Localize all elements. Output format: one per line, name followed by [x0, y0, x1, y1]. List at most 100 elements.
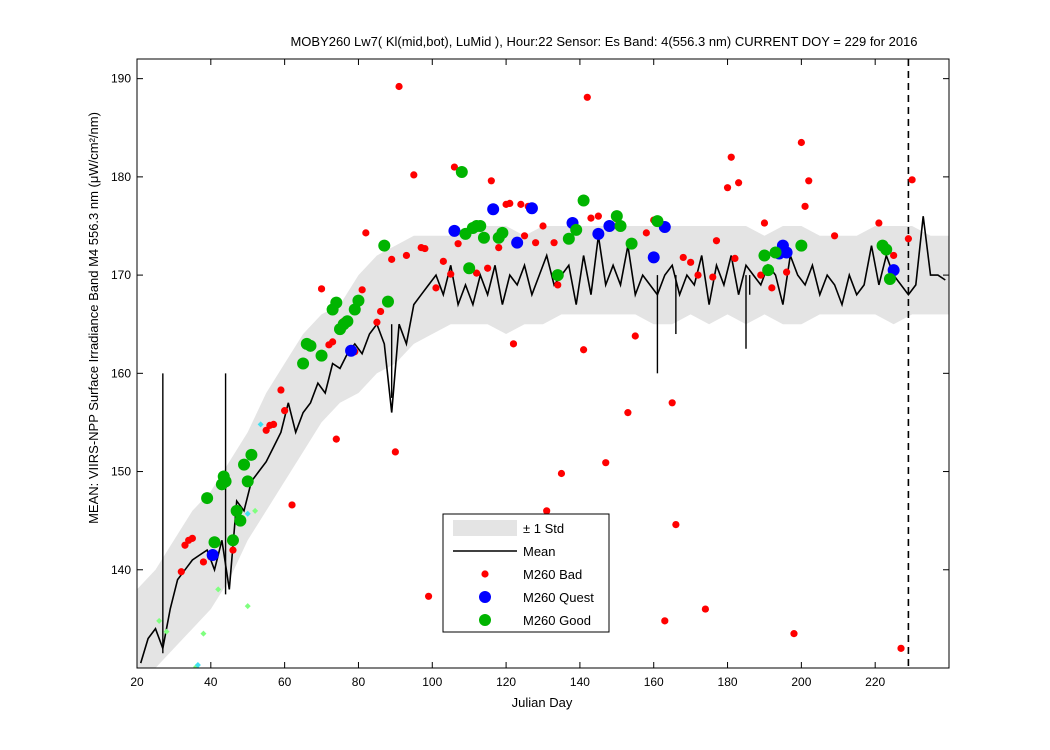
axes-box — [136, 58, 950, 669]
data-point — [377, 307, 385, 316]
data-point — [463, 262, 476, 275]
legend-swatch-marker — [479, 614, 491, 626]
legend-label: M260 Good — [523, 613, 591, 628]
data-point — [570, 223, 583, 236]
data-point — [329, 338, 337, 346]
data-point — [731, 254, 739, 262]
data-point — [760, 219, 769, 227]
data-point — [543, 507, 551, 515]
legend-label: M260 Quest — [523, 590, 594, 605]
x-tick-label: 40 — [204, 675, 218, 689]
x-tick-label: 220 — [865, 675, 885, 689]
data-point — [163, 628, 170, 635]
x-tick-label: 160 — [644, 675, 664, 689]
data-point — [532, 239, 540, 247]
data-point — [495, 243, 503, 252]
data-point — [200, 630, 207, 637]
legend-swatch-std — [453, 520, 517, 536]
data-point — [199, 558, 208, 566]
data-point — [797, 138, 805, 147]
data-point — [257, 421, 264, 428]
x-tick-label: 100 — [422, 675, 442, 689]
data-point — [783, 268, 791, 276]
data-point — [525, 202, 538, 215]
data-point — [594, 212, 602, 220]
x-tick-label: 20 — [130, 675, 144, 689]
data-point — [238, 458, 251, 471]
y-tick-label: 160 — [111, 366, 131, 380]
data-point — [687, 258, 695, 266]
data-point — [474, 219, 487, 232]
series-m260-good — [201, 165, 896, 549]
std-band — [137, 226, 949, 668]
mean-line — [139, 216, 946, 664]
data-point — [757, 271, 765, 279]
data-point — [795, 239, 808, 252]
data-point — [206, 549, 219, 562]
x-tick-label: 180 — [718, 675, 738, 689]
data-point — [712, 237, 721, 245]
data-point — [188, 534, 196, 542]
data-point — [395, 82, 403, 91]
data-point — [230, 504, 243, 517]
data-point — [577, 194, 590, 207]
data-point — [208, 536, 221, 549]
data-point — [424, 592, 433, 600]
data-point — [517, 200, 525, 208]
data-point — [181, 541, 189, 549]
data-point — [352, 294, 365, 307]
data-point — [330, 296, 343, 309]
y-tick-label: 190 — [111, 72, 131, 86]
data-point — [402, 251, 411, 260]
data-point — [156, 617, 163, 624]
data-point — [587, 214, 595, 222]
legend-label: Mean — [523, 544, 556, 559]
data-point — [341, 315, 354, 328]
x-tick-label: 140 — [570, 675, 590, 689]
data-point — [304, 339, 317, 352]
data-point — [723, 184, 732, 192]
data-point — [177, 568, 185, 576]
data-point — [288, 501, 296, 509]
data-point — [234, 514, 247, 527]
y-tick-label: 150 — [111, 465, 131, 479]
data-point — [269, 420, 278, 428]
axes: 20 40 60 80 100 120 140 160 180 200 220 140 150 160 17… — [111, 58, 950, 689]
y-tick-label: 180 — [111, 170, 131, 184]
x-tick-label: 60 — [278, 675, 292, 689]
data-point — [890, 251, 898, 260]
data-point — [373, 318, 381, 326]
data-point — [602, 459, 610, 467]
data-point — [345, 344, 358, 357]
data-point — [790, 630, 798, 638]
data-point — [762, 264, 775, 277]
y-tick-label: 140 — [111, 563, 131, 577]
series-m260-bad — [177, 82, 916, 652]
legend-label: M260 Bad — [523, 567, 582, 582]
data-point — [668, 399, 676, 407]
x-tick-label: 80 — [352, 675, 366, 689]
data-point — [450, 163, 459, 171]
data-point — [506, 199, 514, 207]
data-point — [496, 226, 509, 239]
data-point — [625, 237, 638, 250]
data-point — [252, 507, 259, 514]
y-axis-label: MEAN: VIIRS-NPP Surface Irradiance Band … — [86, 112, 101, 524]
data-point — [631, 332, 639, 340]
data-point — [511, 236, 524, 249]
data-point — [215, 586, 222, 593]
data-point — [614, 219, 627, 232]
plot-area — [137, 59, 949, 668]
data-point — [281, 407, 289, 415]
data-point — [647, 251, 660, 264]
data-point — [455, 165, 468, 178]
data-point — [904, 235, 913, 243]
data-point — [557, 469, 566, 478]
data-point — [701, 605, 710, 613]
data-point — [487, 177, 495, 185]
data-point — [805, 177, 813, 185]
data-point — [679, 253, 687, 262]
data-point — [509, 340, 518, 348]
data-point — [758, 249, 771, 262]
data-point — [201, 492, 214, 505]
